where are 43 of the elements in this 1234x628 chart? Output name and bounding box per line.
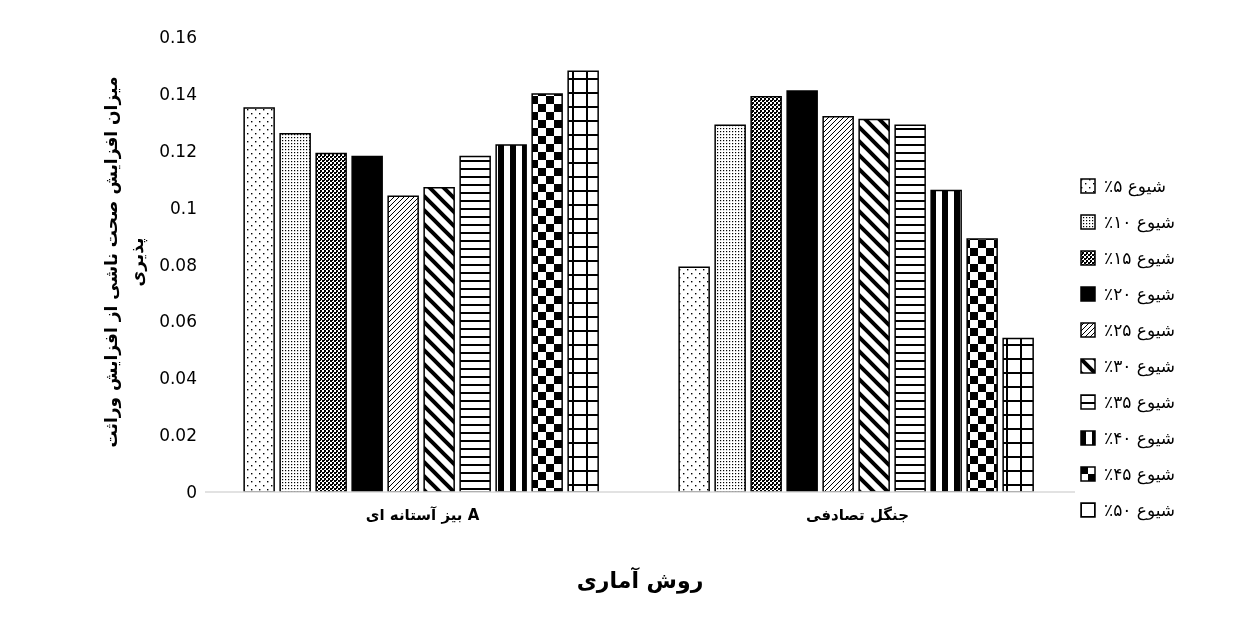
x-tick-label: جنگل تصادفی <box>805 506 910 524</box>
x-axis-title: روش آماری <box>575 568 705 593</box>
bar <box>387 195 419 492</box>
bar <box>822 115 854 492</box>
bar <box>750 95 782 492</box>
bar <box>315 152 347 492</box>
legend-label: شیوع ۵۰٪ <box>1104 500 1176 520</box>
y-tick-label: 0.06 <box>159 311 197 332</box>
x-tick-label: بیز آستانه ای A <box>365 506 480 524</box>
legend-label: شیوع ۵٪ <box>1104 176 1166 196</box>
legend-label: شیوع ۱۰٪ <box>1104 212 1176 232</box>
bar <box>459 155 491 492</box>
y-tick-label: 0.14 <box>159 83 197 104</box>
legend-label: شیوع ۲۵٪ <box>1104 320 1176 340</box>
bar <box>351 155 383 492</box>
legend-label: شیوع ۱۵٪ <box>1104 248 1176 268</box>
y-axis-title: میزان افزایش صحت ناشی از افزایش وراثت پذیری <box>100 75 149 450</box>
bar <box>423 186 455 492</box>
bar <box>930 189 962 492</box>
bar <box>858 118 890 492</box>
bar <box>786 90 818 492</box>
legend-label: شیوع ۲۰٪ <box>1104 284 1176 304</box>
bar <box>714 124 746 492</box>
bar <box>279 132 311 492</box>
bar <box>531 93 563 492</box>
y-tick-label: 0.12 <box>159 140 197 161</box>
bar <box>966 238 998 492</box>
bar <box>678 266 710 492</box>
bar <box>894 124 926 492</box>
y-tick-label: 0.02 <box>159 425 197 446</box>
legend-label: شیوع ۴۰٪ <box>1104 428 1176 448</box>
y-tick-label: 0.1 <box>169 197 197 218</box>
bar <box>243 107 275 492</box>
bar <box>495 144 527 492</box>
legend-label: شیوع ۴۵٪ <box>1104 464 1176 484</box>
y-tick-label: 0.08 <box>159 254 197 275</box>
legend-label: شیوع ۳۵٪ <box>1104 392 1176 412</box>
bar <box>567 70 599 492</box>
legend-label: شیوع ۳۰٪ <box>1104 356 1176 376</box>
bar <box>1002 337 1034 492</box>
y-tick-label: 0 <box>186 482 197 503</box>
y-tick-label: 0.16 <box>159 27 197 48</box>
y-tick-label: 0.04 <box>159 368 197 389</box>
